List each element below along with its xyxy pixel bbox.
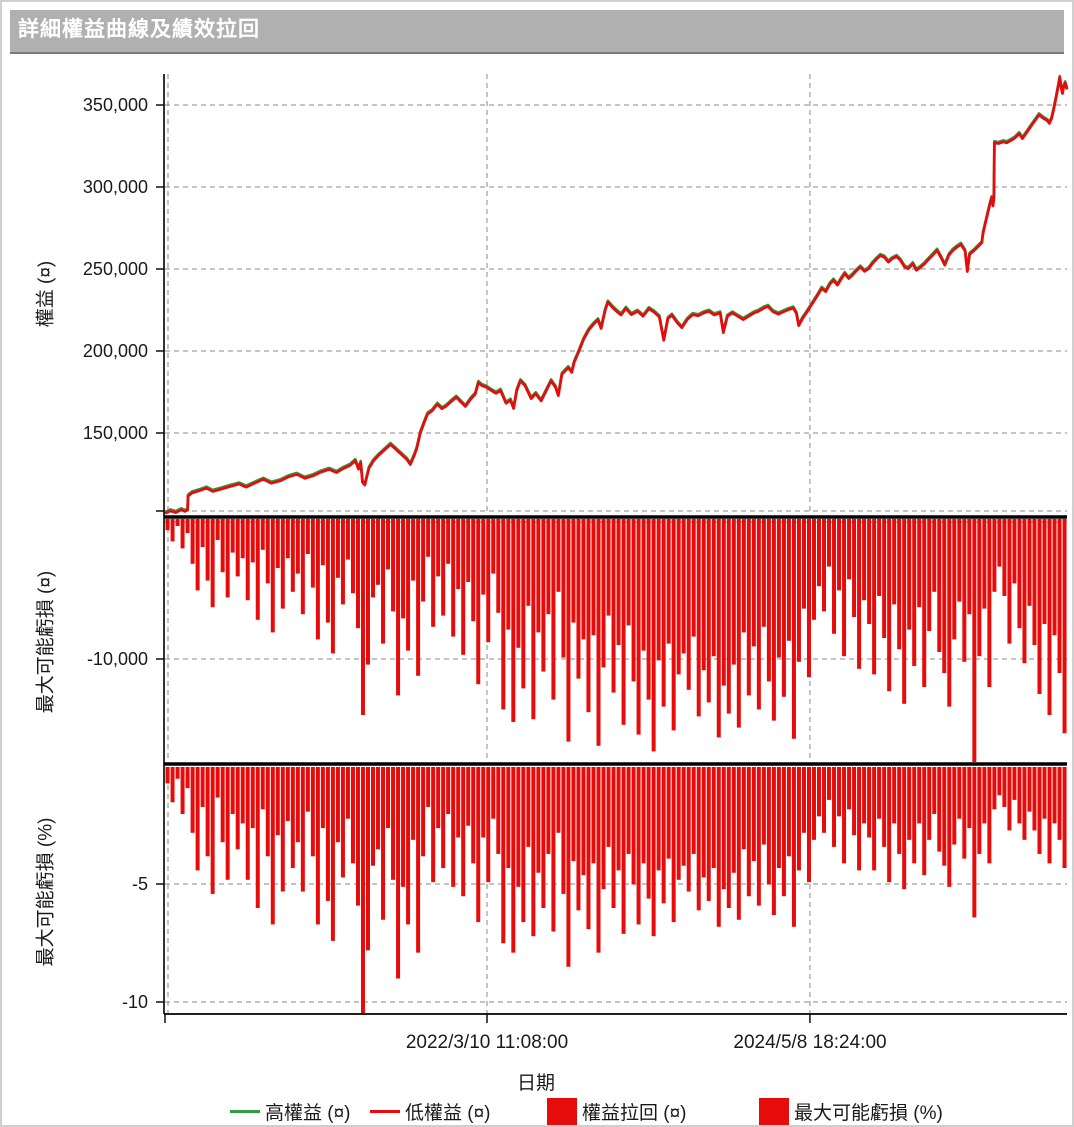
window-title-bar: 詳細權益曲線及績效拉回 — [10, 10, 1064, 54]
legend-item-max-loss-pct: 最大可能虧損 (%) — [759, 1096, 943, 1125]
page-title: 詳細權益曲線及績效拉回 — [18, 18, 260, 41]
gridlines — [165, 74, 1067, 1014]
equity-ytick-200000: 200,000 — [82, 341, 148, 361]
legend-label: 最大可能虧損 (%) — [794, 1102, 943, 1124]
legend-item-equity-drawdown: 權益拉回 (¤) — [547, 1096, 687, 1125]
drawdown-percent-chart — [165, 767, 1067, 1014]
ddcur-ytick-neg10000: -10,000 — [86, 649, 148, 669]
legend-label: 低權益 (¤) — [405, 1102, 491, 1124]
legend-item-high-equity: 高權益 (¤) — [230, 1096, 351, 1125]
x-axis-title: 日期 — [516, 1073, 556, 1094]
axes — [156, 74, 1067, 1023]
ddcur-axis-title: 最大可能虧損 (¤) — [35, 570, 57, 714]
equity-ytick-350000: 350,000 — [82, 95, 148, 115]
xtick-date-1: 2022/3/10 11:08:00 — [405, 1032, 569, 1053]
equity-axis-title: 權益 (¤) — [35, 260, 57, 328]
equity-ytick-300000: 300,000 — [82, 177, 148, 197]
legend-label: 高權益 (¤) — [265, 1102, 351, 1124]
equity-ytick-150000: 150,000 — [82, 423, 148, 443]
equity-chart — [164, 74, 1069, 515]
legend-label: 權益拉回 (¤) — [582, 1102, 687, 1124]
equity-drawdown-swatch — [547, 1097, 577, 1125]
legend-item-low-equity: 低權益 (¤) — [370, 1096, 491, 1125]
ddpct-ytick-neg10: -10 — [121, 992, 148, 1012]
drawdown-currency-chart — [165, 519, 1067, 762]
max-loss-pct-swatch — [759, 1097, 789, 1125]
equity-ytick-250000: 250,000 — [82, 259, 148, 279]
high-equity-line-swatch — [230, 1109, 260, 1113]
low-equity-line-swatch — [370, 1109, 400, 1113]
ddpct-axis-title: 最大可能虧損 (%) — [35, 817, 57, 967]
xtick-date-2: 2024/5/8 18:24:00 — [733, 1032, 887, 1053]
ddpct-ytick-neg5: -5 — [131, 874, 148, 894]
